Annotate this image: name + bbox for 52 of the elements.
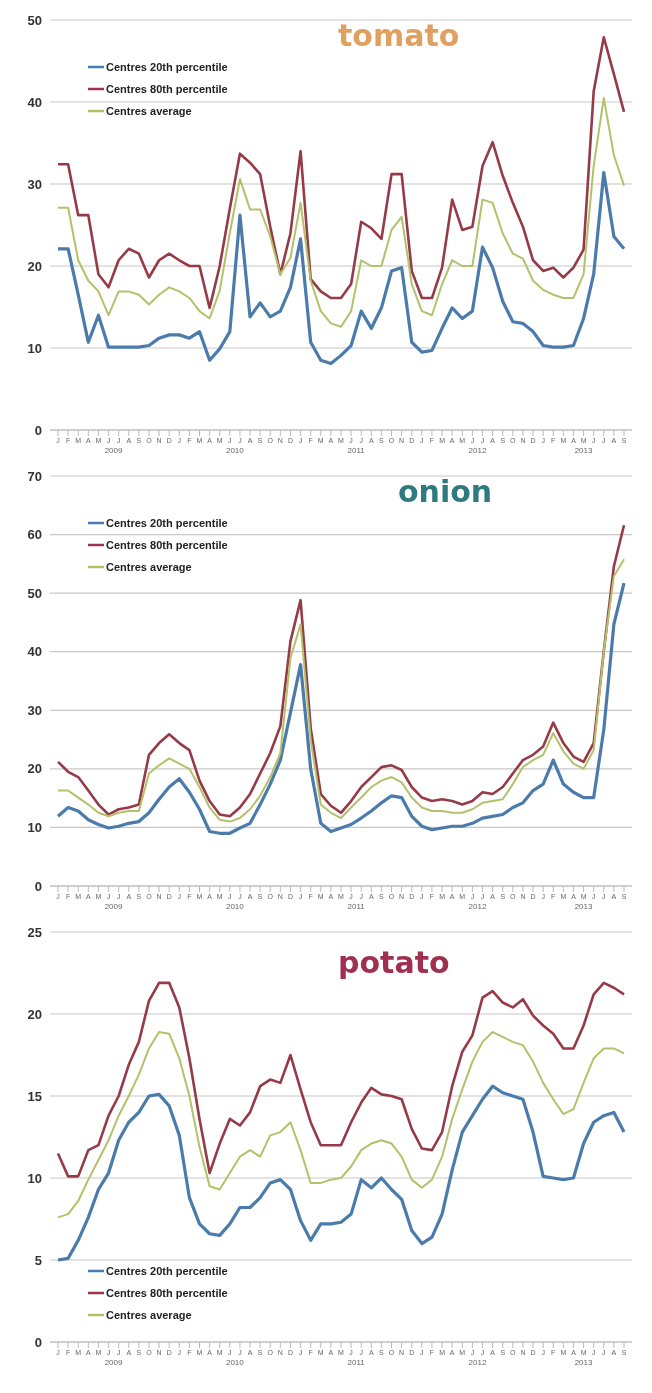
text: 2009 (103, 902, 124, 911)
y-tick-label: 20 (27, 1006, 42, 1022)
legend-label: Centres 80th percentile (106, 539, 228, 551)
text: 2011 (346, 902, 366, 911)
y-tick-label: 40 (27, 644, 42, 660)
text: 2013 (573, 902, 594, 911)
y-tick-label: 5 (34, 1252, 42, 1268)
legend-label: Centres average (106, 561, 192, 573)
text: 2009 (103, 1358, 124, 1367)
y-tick-label: 50 (27, 585, 42, 601)
legend-label: Centres 80th percentile (106, 1287, 228, 1299)
y-tick-label: 15 (27, 1088, 42, 1104)
text: 2011 (346, 1358, 366, 1367)
text: 2009 (103, 446, 124, 455)
legend-label: Centres 20th percentile (106, 1265, 228, 1277)
line-series (57, 96, 625, 328)
legend-label: Centres average (106, 105, 192, 117)
y-tick-label: 40 (27, 94, 42, 110)
text: 2010 (224, 902, 245, 911)
legend-label: Centres 80th percentile (106, 83, 228, 95)
text: potato (338, 945, 450, 980)
y-tick-label: 0 (34, 878, 42, 894)
line-series (56, 981, 626, 1178)
legend-label: Centres average (106, 1309, 192, 1321)
y-tick-label: 50 (27, 12, 42, 28)
text: 2012 (467, 902, 488, 911)
y-tick-label: 30 (27, 702, 42, 718)
y-tick-label: 10 (27, 820, 42, 836)
y-tick-label: 10 (27, 1170, 42, 1186)
y-tick-label: 0 (34, 422, 42, 438)
y-tick-label: 60 (27, 527, 42, 543)
y-tick-label: 25 (27, 924, 42, 940)
chart-title: tomato (338, 18, 460, 53)
line-series (56, 1084, 626, 1262)
legend-label: Centres 20th percentile (106, 517, 228, 529)
line-series (57, 1031, 625, 1219)
y-tick-label: 70 (27, 468, 42, 484)
y-tick-label: 10 (27, 340, 42, 356)
text: 2013 (573, 1358, 594, 1367)
y-tick-label: 20 (27, 258, 42, 274)
text: 2010 (224, 446, 245, 455)
text: 2012 (467, 1358, 488, 1367)
text: 2012 (467, 446, 488, 455)
text: 2011 (346, 446, 366, 455)
y-tick-label: 20 (27, 761, 42, 777)
text: 2010 (224, 1358, 245, 1367)
chart-title: onion (398, 474, 493, 509)
line-series (56, 170, 626, 366)
y-tick-label: 30 (27, 176, 42, 192)
text: 2013 (573, 446, 594, 455)
legend-label: Centres 20th percentile (106, 61, 228, 73)
y-tick-label: 0 (34, 1334, 42, 1350)
